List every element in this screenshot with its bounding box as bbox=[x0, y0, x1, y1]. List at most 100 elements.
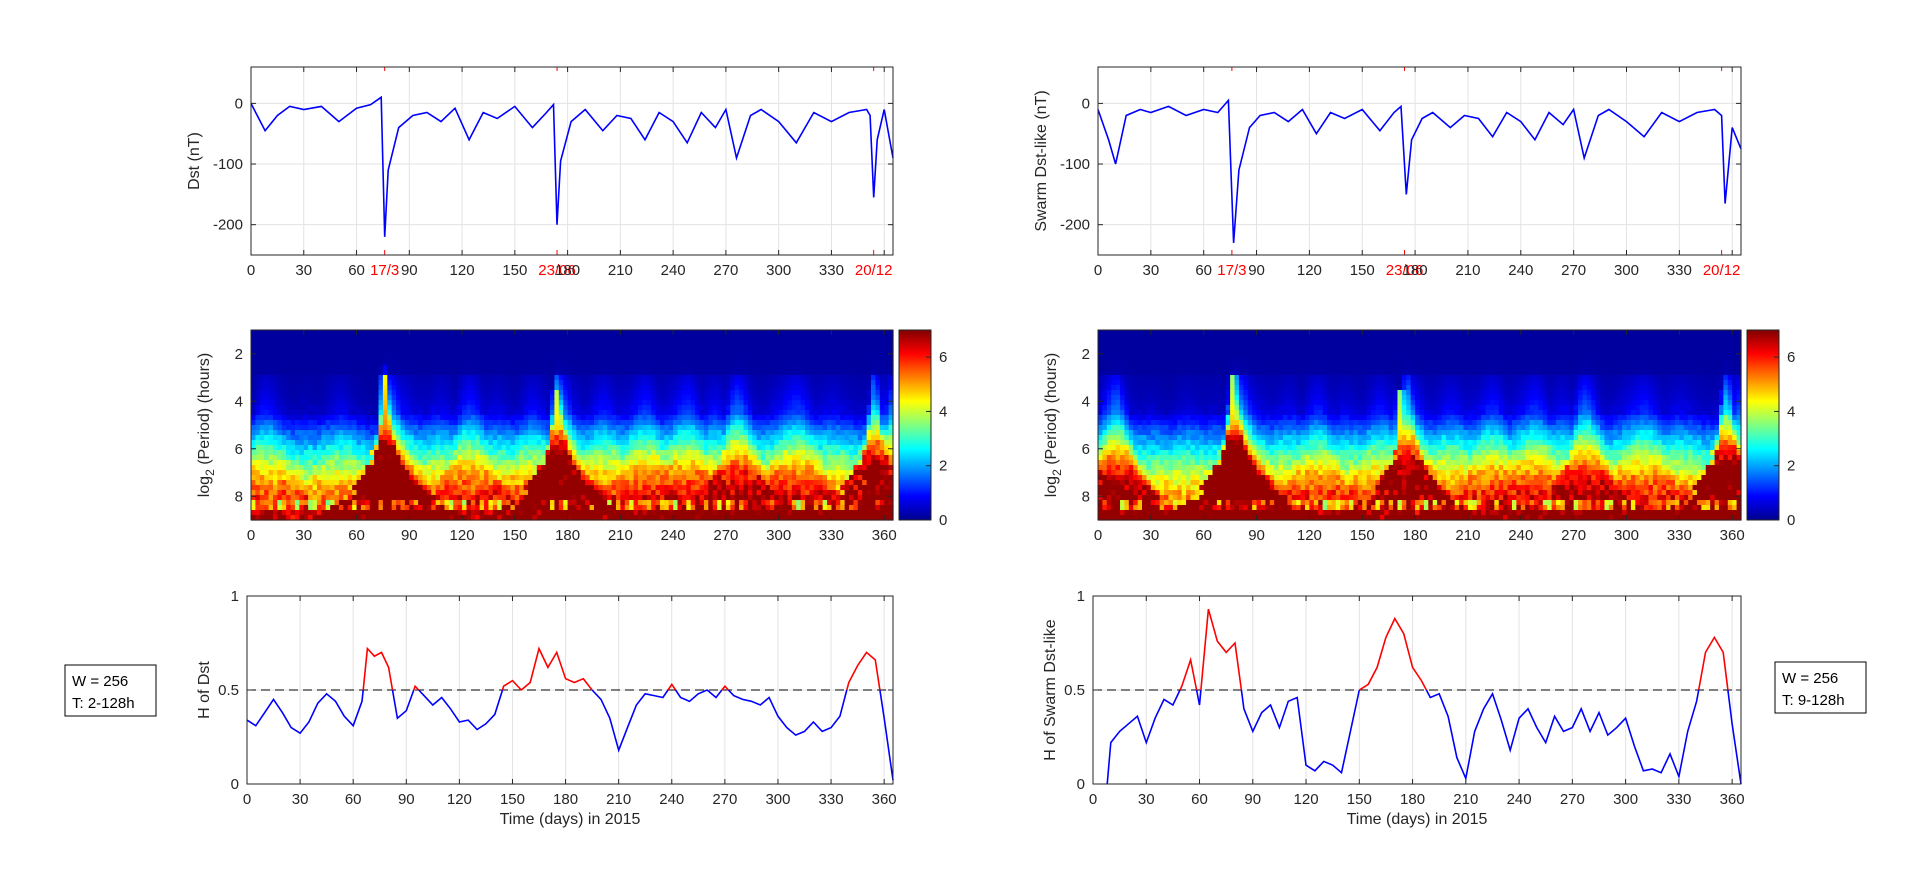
heatmap-cell bbox=[783, 390, 789, 396]
heatmap-cell bbox=[769, 500, 775, 506]
heatmap-cell bbox=[602, 345, 608, 351]
heatmap-cell bbox=[475, 505, 481, 511]
heatmap-cell bbox=[418, 350, 424, 356]
heatmap-cell bbox=[620, 405, 626, 411]
heatmap-cell bbox=[255, 470, 261, 476]
heatmap-cell bbox=[413, 435, 419, 441]
heatmap-cell bbox=[690, 465, 696, 471]
heatmap-cell bbox=[312, 475, 318, 481]
heatmap-cell bbox=[677, 515, 683, 521]
heatmap-cell bbox=[316, 460, 322, 466]
heatmap-cell bbox=[677, 465, 683, 471]
heatmap-cell bbox=[286, 485, 292, 491]
heatmap-cell bbox=[712, 460, 718, 466]
heatmap-cell bbox=[769, 455, 775, 461]
heatmap-cell bbox=[308, 510, 314, 516]
heatmap-cell bbox=[717, 515, 723, 521]
heatmap-cell bbox=[264, 455, 270, 461]
heatmap-cell bbox=[585, 345, 591, 351]
heatmap-cell bbox=[633, 460, 639, 466]
heatmap-cell bbox=[347, 450, 353, 456]
heatmap-cell bbox=[637, 410, 643, 416]
heatmap-cell bbox=[435, 400, 441, 406]
heatmap-cell bbox=[695, 410, 701, 416]
heatmap-cell bbox=[624, 400, 630, 406]
heatmap-cell bbox=[730, 370, 736, 376]
heatmap-cell bbox=[268, 350, 274, 356]
heatmap-cell bbox=[470, 420, 476, 426]
heatmap-cell bbox=[708, 410, 714, 416]
heatmap-cell bbox=[404, 470, 410, 476]
heatmap-cell bbox=[545, 420, 551, 426]
heatmap-cell bbox=[268, 485, 274, 491]
heatmap-cell bbox=[805, 330, 811, 336]
heatmap-cell bbox=[730, 345, 736, 351]
heatmap-cell bbox=[382, 470, 388, 476]
heatmap-cell bbox=[506, 445, 512, 451]
heatmap-cell bbox=[330, 455, 336, 461]
heatmap-cell bbox=[396, 475, 402, 481]
heatmap-cell bbox=[453, 450, 459, 456]
heatmap-cell bbox=[602, 450, 608, 456]
heatmap-cell bbox=[440, 490, 446, 496]
heatmap-cell bbox=[519, 365, 525, 371]
heatmap-cell bbox=[404, 450, 410, 456]
heatmap-cell bbox=[506, 400, 512, 406]
heatmap-cell bbox=[259, 330, 265, 336]
heatmap-cell bbox=[774, 515, 780, 521]
heatmap-cell bbox=[607, 330, 613, 336]
heatmap-cell bbox=[347, 400, 353, 406]
heatmap-cell bbox=[294, 400, 300, 406]
heatmap-cell bbox=[651, 500, 657, 506]
heatmap-cell bbox=[558, 445, 564, 451]
heatmap-cell bbox=[585, 500, 591, 506]
heatmap-cell bbox=[308, 425, 314, 431]
heatmap-cell bbox=[470, 385, 476, 391]
heatmap-cell bbox=[589, 370, 595, 376]
heatmap-cell bbox=[510, 480, 516, 486]
heatmap-cell bbox=[787, 410, 793, 416]
heatmap-cell bbox=[739, 460, 745, 466]
heatmap-cell bbox=[312, 510, 318, 516]
heatmap-cell bbox=[585, 375, 591, 381]
heatmap-cell bbox=[457, 465, 463, 471]
heatmap-cell bbox=[286, 380, 292, 386]
heatmap-cell bbox=[572, 505, 577, 511]
heatmap-cell bbox=[765, 465, 771, 471]
heatmap-cell bbox=[550, 465, 556, 471]
heatmap-cell bbox=[699, 480, 705, 486]
heatmap-cell bbox=[259, 370, 265, 376]
heatmap-cell bbox=[268, 430, 274, 436]
heatmap-cell bbox=[453, 425, 459, 431]
heatmap-cell bbox=[659, 480, 665, 486]
heatmap-cell bbox=[664, 370, 670, 376]
heatmap-cell bbox=[264, 465, 270, 471]
heatmap-cell bbox=[576, 350, 582, 356]
heatmap-cell bbox=[321, 330, 327, 336]
heatmap-cell bbox=[444, 370, 450, 376]
heatmap-cell bbox=[615, 360, 621, 366]
heatmap-cell bbox=[338, 445, 344, 451]
heatmap-cell bbox=[787, 465, 793, 471]
heatmap-cell bbox=[321, 500, 327, 506]
heatmap-cell bbox=[545, 490, 551, 496]
heatmap-cell bbox=[730, 420, 736, 426]
heatmap-cell bbox=[475, 430, 481, 436]
heatmap-cell bbox=[809, 395, 815, 401]
heatmap-cell bbox=[387, 400, 393, 406]
heatmap-cell bbox=[396, 465, 402, 471]
heatmap-cell bbox=[536, 400, 542, 406]
heatmap-cell bbox=[466, 360, 472, 366]
heatmap-cell bbox=[492, 410, 498, 416]
heatmap-cell bbox=[646, 450, 652, 456]
heatmap-cell bbox=[378, 410, 384, 416]
heatmap-cell bbox=[655, 355, 661, 361]
heatmap-cell bbox=[519, 515, 525, 521]
heatmap-cell bbox=[739, 475, 745, 481]
heatmap-cell bbox=[519, 430, 525, 436]
heatmap-cell bbox=[541, 460, 547, 466]
heatmap-cell bbox=[708, 335, 714, 341]
heatmap-cell bbox=[391, 400, 397, 406]
heatmap-cell bbox=[488, 355, 494, 361]
heatmap-cell bbox=[387, 475, 393, 481]
